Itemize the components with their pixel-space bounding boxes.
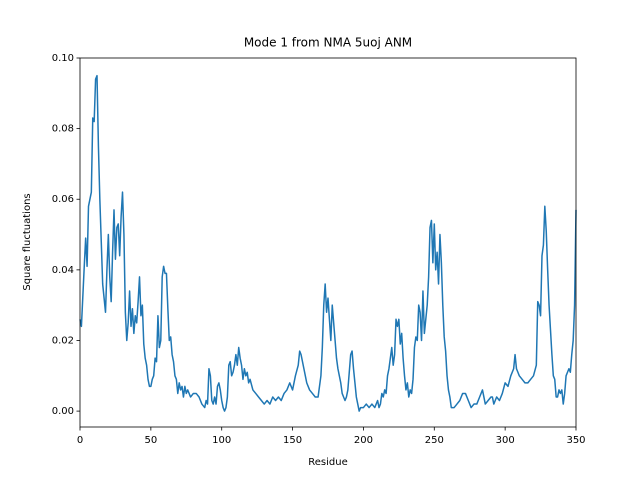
x-tick-label: 0 [77,435,83,446]
x-tick-label: 350 [566,435,585,446]
y-tick-label: 0.02 [52,335,74,346]
x-tick-label: 200 [354,435,373,446]
plot-frame [79,57,577,428]
y-tick-label: 0.10 [52,53,74,64]
x-axis-label: Residue [308,457,347,468]
x-tick-label: 300 [496,435,515,446]
y-axis-label: Square fluctuations [22,193,33,290]
y-tick-label: 0.00 [52,406,74,417]
data-line [79,74,577,412]
x-tick-label: 50 [144,435,157,446]
chart-title: Mode 1 from NMA 5uoj ANM [244,36,412,50]
y-tick-label: 0.08 [52,124,74,135]
y-tick-label: 0.04 [52,265,74,276]
x-tick-label: 250 [425,435,444,446]
y-tick-label: 0.06 [52,194,74,205]
x-tick-label: 100 [212,435,231,446]
x-tick-label: 150 [283,435,302,446]
